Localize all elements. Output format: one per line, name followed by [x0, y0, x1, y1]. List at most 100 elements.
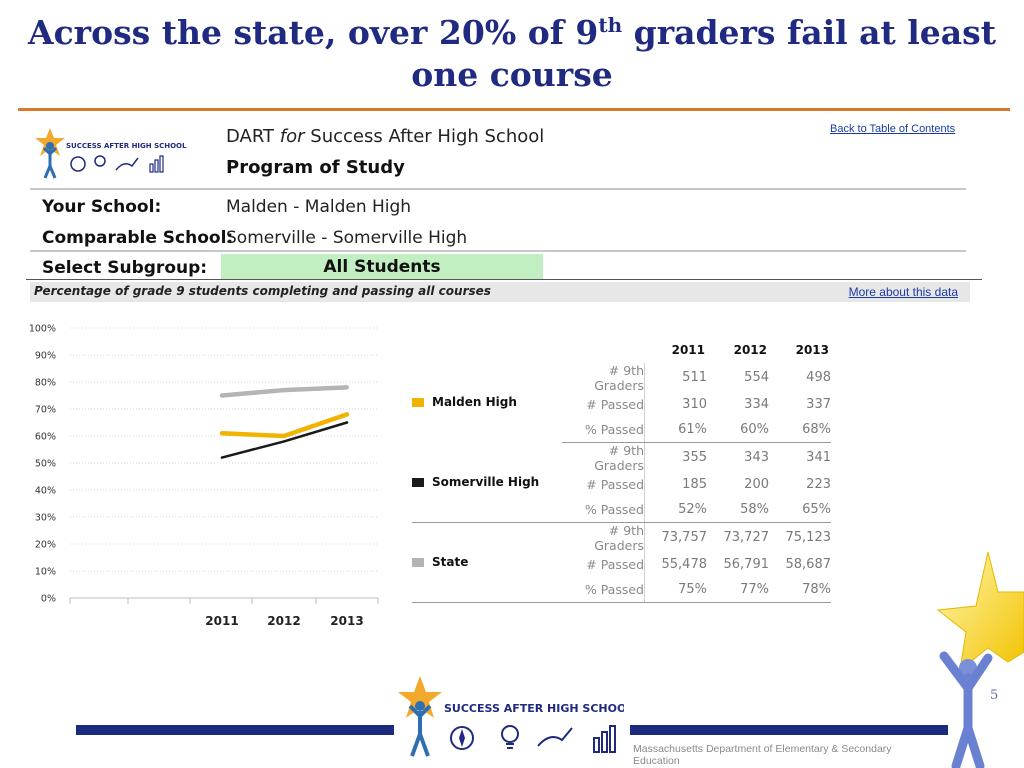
program-of-study-title: Program of Study — [226, 157, 405, 178]
school-divider — [30, 250, 966, 252]
footer-arrow-icon — [537, 727, 573, 747]
y-tick-label: 40% — [35, 486, 56, 497]
row-label: # Passed — [562, 552, 645, 577]
logo-compass-icon — [70, 156, 86, 172]
footer-bar-left — [76, 725, 394, 735]
row-label: # Passed — [562, 472, 645, 497]
svg-text:SUCCESS AFTER HIGH SCHOOL: SUCCESS AFTER HIGH SCHOOL — [66, 142, 187, 150]
y-tick-label: 20% — [35, 540, 56, 551]
table-cell: 341 — [806, 450, 831, 465]
y-tick-label: 80% — [35, 378, 56, 389]
table-cell: 78% — [769, 577, 831, 603]
footer-organization: Massachusetts Department of Elementary &… — [633, 743, 892, 767]
title-superscript: th — [598, 13, 623, 37]
y-tick-label: 90% — [35, 351, 56, 362]
group-malden: Malden High — [412, 363, 562, 443]
table-cell: 310 — [682, 397, 707, 413]
logo-bulb-icon — [94, 155, 106, 167]
title-part2: graders fail at least one course — [411, 13, 996, 94]
table-cell: 65% — [769, 497, 831, 523]
table-cell: 58,687 — [785, 557, 832, 573]
table-cell: 200 — [744, 477, 769, 493]
table-cell: 52% — [644, 497, 707, 523]
row-label: # 9th Graders — [562, 522, 645, 553]
group-label: Somerville High — [432, 474, 540, 489]
y-tick-label: 30% — [35, 513, 56, 524]
logo-bars-icon — [149, 155, 164, 173]
footer-bars-icon — [593, 725, 616, 753]
title-underline — [18, 108, 1010, 111]
table-cell: 75% — [644, 577, 707, 603]
data-point-state — [282, 388, 286, 392]
state-legend-swatch — [412, 558, 424, 567]
data-point-malden — [282, 434, 286, 438]
section-title: Percentage of grade 9 students completin… — [34, 284, 491, 298]
year-header: 2012 — [733, 343, 767, 358]
series-line-somerville — [220, 421, 349, 459]
table-row: # Passed 55,478 56,791 58,687 — [412, 552, 832, 577]
table-cell: 498 — [806, 370, 831, 385]
footer-star-icon — [398, 676, 442, 718]
year-header: 2011 — [671, 343, 705, 358]
group-label: State — [432, 555, 469, 569]
back-to-contents-link[interactable]: Back to Table of Contents — [830, 123, 956, 135]
row-label: % Passed — [562, 417, 645, 443]
row-label: # Passed — [562, 392, 645, 417]
table-row: # Passed 185 200 223 — [412, 472, 831, 497]
more-about-data-link[interactable]: More about this data — [848, 285, 958, 299]
group-somerville: Somerville High — [412, 442, 562, 523]
footer-bar-right — [630, 725, 948, 735]
data-point-somerville — [282, 440, 286, 443]
footer-compass-icon — [450, 726, 474, 750]
table-row: # Passed 310 334 337 — [412, 392, 831, 417]
data-point-somerville — [345, 421, 349, 424]
success-after-high-school-logo: SUCCESS AFTER HIGH SCHOOL — [36, 128, 187, 179]
star-figure-icon — [936, 552, 1024, 768]
table-cell: 185 — [682, 477, 707, 493]
y-tick-label: 0% — [41, 594, 56, 605]
x-tick-label: 2013 — [330, 614, 363, 628]
table-cell: 61% — [644, 417, 707, 443]
your-school-label: Your School: — [42, 197, 162, 217]
select-subgroup-label: Select Subgroup: — [42, 258, 208, 278]
table-cell: 355 — [682, 450, 707, 465]
table-cell: 511 — [682, 370, 707, 385]
table-cell: 73,727 — [723, 530, 770, 545]
year-header: 2013 — [795, 343, 829, 358]
group-label: Malden High — [432, 395, 517, 410]
comparable-school-value: Somerville - Somerville High — [226, 228, 468, 248]
data-point-state — [345, 386, 349, 389]
your-school-value: Malden - Malden High — [226, 197, 412, 217]
table-row: Malden High # 9th Graders 511 554 498 — [412, 362, 831, 409]
dart-title: DART for Success After High School — [226, 126, 545, 147]
table-cell: 73,757 — [661, 530, 708, 545]
row-label: # 9th Graders — [562, 442, 645, 473]
series-line-state — [219, 385, 350, 398]
section-band: Percentage of grade 9 students completin… — [30, 282, 970, 302]
somerville-legend-swatch — [412, 477, 424, 487]
y-tick-label: 10% — [35, 567, 56, 578]
table-cell: 223 — [806, 477, 831, 493]
row-label: % Passed — [562, 497, 645, 523]
x-tick-label: 2012 — [267, 614, 300, 628]
table-cell: 56,791 — [723, 557, 770, 573]
table-cell: 60% — [707, 417, 769, 443]
logo-arrow-icon — [115, 157, 139, 171]
footer-logo: SUCCESS AFTER HIGH SCHOOL — [398, 676, 624, 757]
table-row: Somerville High # 9th Graders 355 343 34… — [412, 442, 831, 523]
svg-text:SUCCESS AFTER HIGH SCHOOL: SUCCESS AFTER HIGH SCHOOL — [444, 702, 624, 715]
table-cell: 337 — [806, 397, 831, 413]
table-cell: 68% — [769, 417, 831, 443]
table-cell: 554 — [744, 370, 769, 385]
y-tick-label: 70% — [35, 405, 56, 416]
table-cell: 77% — [707, 577, 769, 603]
subgroup-select[interactable]: All Students — [221, 254, 543, 279]
data-point-malden — [345, 413, 349, 416]
table-row: % Passed 61% 60% 68% — [412, 417, 831, 443]
table-cell: 334 — [744, 397, 769, 413]
data-table: 2011 2012 2013 Malden High # 9th Graders… — [412, 338, 831, 603]
title-part1: Across the state, over 20% of 9 — [27, 13, 599, 52]
page-number: 5 — [990, 688, 999, 703]
table-row: % Passed 75% 77% 78% — [412, 577, 831, 603]
y-tick-label: 60% — [35, 432, 56, 443]
